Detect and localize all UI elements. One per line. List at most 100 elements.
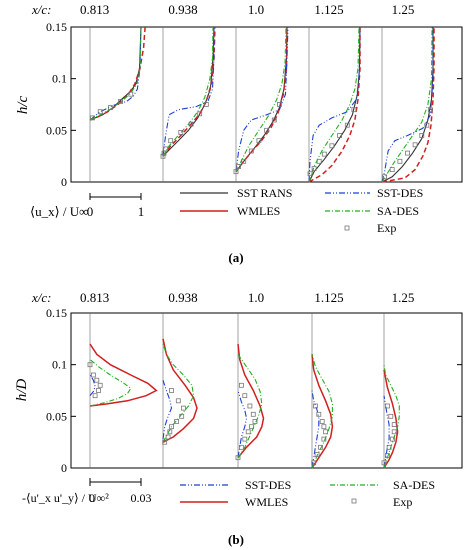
legend-label-sa-des-b: SA-DES	[393, 478, 435, 492]
y-tick-label-b-3: 0.15	[46, 306, 67, 320]
exp-marker-a-2-4	[256, 138, 262, 144]
station-label-b-4: 1.25	[392, 290, 415, 305]
exp-marker-a-4-4	[412, 142, 418, 148]
exp-marker-b-0-2	[97, 382, 103, 388]
station-prefix-a: x/c:	[31, 2, 51, 17]
exp-marker-b-0-5	[87, 362, 93, 368]
exp-marker-b-2-9	[238, 382, 244, 388]
station-label-b-2: 1.0	[248, 290, 264, 305]
exp-marker-b-3-7	[316, 411, 322, 417]
exp-marker-a-2-3	[248, 148, 254, 154]
legend-label-wmles-b: WMLES	[245, 495, 288, 509]
profile-sst-des-a-2	[235, 26, 289, 172]
exp-marker-b-1-4	[174, 419, 180, 424]
exp-marker-b-2-8	[242, 393, 248, 399]
exp-marker-b-3-0	[311, 460, 317, 466]
profile-sst-rans-a-0	[89, 26, 142, 121]
profile-sst-des-a-4	[381, 27, 434, 183]
exp-marker-a-1-6	[197, 111, 203, 117]
profile-sa-des-b-2	[237, 353, 263, 459]
profile-sa-des-b-0	[89, 359, 132, 407]
profile-sa-des-a-3	[308, 26, 360, 183]
panel-a: x/c: 0.813 0.938 1.0 1.125 1.25 0 0.05 0.1 0.15…	[15, 2, 463, 265]
exp-marker-a-4-5	[419, 133, 425, 138]
exp-marker-a-2-0	[233, 169, 239, 175]
profile-sst-rans-a-1	[162, 26, 215, 157]
profile-sst-rans-a-2	[235, 26, 288, 173]
y-tick-label-a-3: 0.15	[46, 20, 67, 34]
profile-sa-des-b-4	[383, 364, 400, 469]
exp-marker-b-3-1	[314, 452, 320, 458]
exp-marker-b-4-2	[386, 444, 392, 450]
station-label-b-1: 0.938	[168, 290, 197, 305]
exp-marker-b-4-5	[391, 422, 397, 428]
exp-marker-b-3-4	[323, 429, 329, 435]
station-label-a-1: 0.938	[168, 2, 197, 17]
exp-marker-a-0-2	[108, 105, 113, 110]
exp-marker-a-4-3	[405, 150, 410, 156]
exp-marker-b-2-6	[250, 411, 256, 417]
legend-a: SST RANS WMLES SST-DES SA-DES Exp	[180, 186, 423, 235]
scale-tick-label-1-a: 1	[138, 204, 145, 219]
scale-label-b: -⟨u'_x u'_y⟩ / U∞²	[22, 491, 109, 505]
exp-marker-b-3-8	[312, 403, 318, 409]
legend-label-sst-des-b: SST-DES	[245, 478, 291, 492]
profile-wmles-a-2	[235, 26, 288, 173]
exp-marker-a-1-7	[203, 102, 209, 107]
exp-marker-b-0-4	[91, 372, 96, 378]
profile-sst-des-a-3	[308, 26, 361, 183]
exp-marker-a-1-2	[163, 146, 169, 152]
legend-marker-exp-a	[344, 225, 350, 231]
exp-marker-a-3-6	[344, 122, 350, 128]
profile-sst-des-b-2	[237, 390, 248, 458]
profile-sst-des-b-0	[89, 374, 96, 397]
profile-wmles-b-0	[89, 343, 158, 407]
exp-marker-b-4-0	[381, 460, 387, 466]
profile-wmles-b-4	[383, 369, 399, 469]
profile-sa-des-b-1	[162, 343, 195, 443]
exp-marker-b-2-4	[249, 424, 255, 430]
exp-marker-a-4-7	[427, 107, 433, 113]
exp-marker-b-2-1	[238, 444, 244, 450]
y-tick-label-b-0: 0	[61, 461, 67, 475]
exp-marker-b-3-2	[318, 444, 323, 450]
legend-b: SST-DES WMLES SA-DES Exp	[180, 478, 435, 509]
station-prefix-b: x/c:	[31, 290, 51, 305]
exp-marker-a-0-4	[128, 91, 134, 97]
y-tick-label-b-1: 0.05	[46, 409, 67, 423]
legend-label-wmles-a: WMLES	[237, 204, 280, 218]
profile-wmles-b-1	[162, 338, 198, 443]
scale-tick-label-0-b: 0	[89, 491, 95, 505]
station-label-a-3: 1.125	[314, 2, 343, 17]
exp-marker-b-1-5	[179, 413, 185, 419]
exp-marker-a-3-7	[351, 107, 357, 113]
legend-marker-exp-b	[351, 498, 357, 504]
y-tick-label-a-1: 0.05	[46, 123, 67, 137]
exp-marker-b-0-0	[92, 393, 98, 399]
scale-tick-label-1-b: 0.03	[131, 491, 152, 505]
y-axis-label-a: h/c	[15, 95, 31, 114]
exp-marker-b-2-2	[242, 436, 248, 442]
exp-marker-b-0-3	[94, 377, 100, 383]
exp-marker-a-2-6	[271, 117, 277, 123]
exp-marker-a-0-3	[118, 99, 123, 104]
exp-marker-a-4-0	[382, 174, 388, 180]
plot-frame-b	[70, 312, 463, 469]
legend-label-exp-a: Exp	[377, 221, 396, 235]
profile-sa-des-a-2	[235, 26, 287, 172]
legend-label-sa-des-a: SA-DES	[377, 204, 419, 218]
panel-label-b: (b)	[228, 532, 244, 547]
profile-sa-des-a-4	[381, 26, 433, 183]
profile-sst-des-a-1	[162, 27, 215, 157]
profile-sa-des-a-0	[89, 26, 142, 121]
exp-marker-a-1-4	[178, 129, 184, 135]
exp-marker-a-1-3	[168, 138, 174, 144]
exp-marker-a-3-0	[307, 171, 313, 177]
plot-frame-a	[70, 26, 463, 183]
exp-marker-b-4-1	[384, 453, 390, 459]
exp-marker-b-2-3	[245, 429, 251, 435]
exp-marker-b-1-6	[180, 405, 186, 411]
exp-marker-b-1-2	[167, 429, 173, 435]
exp-marker-a-4-1	[389, 167, 395, 173]
exp-marker-a-3-4	[329, 143, 335, 149]
